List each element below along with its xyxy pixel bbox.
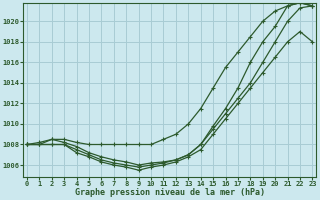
X-axis label: Graphe pression niveau de la mer (hPa): Graphe pression niveau de la mer (hPa) [75, 188, 265, 197]
